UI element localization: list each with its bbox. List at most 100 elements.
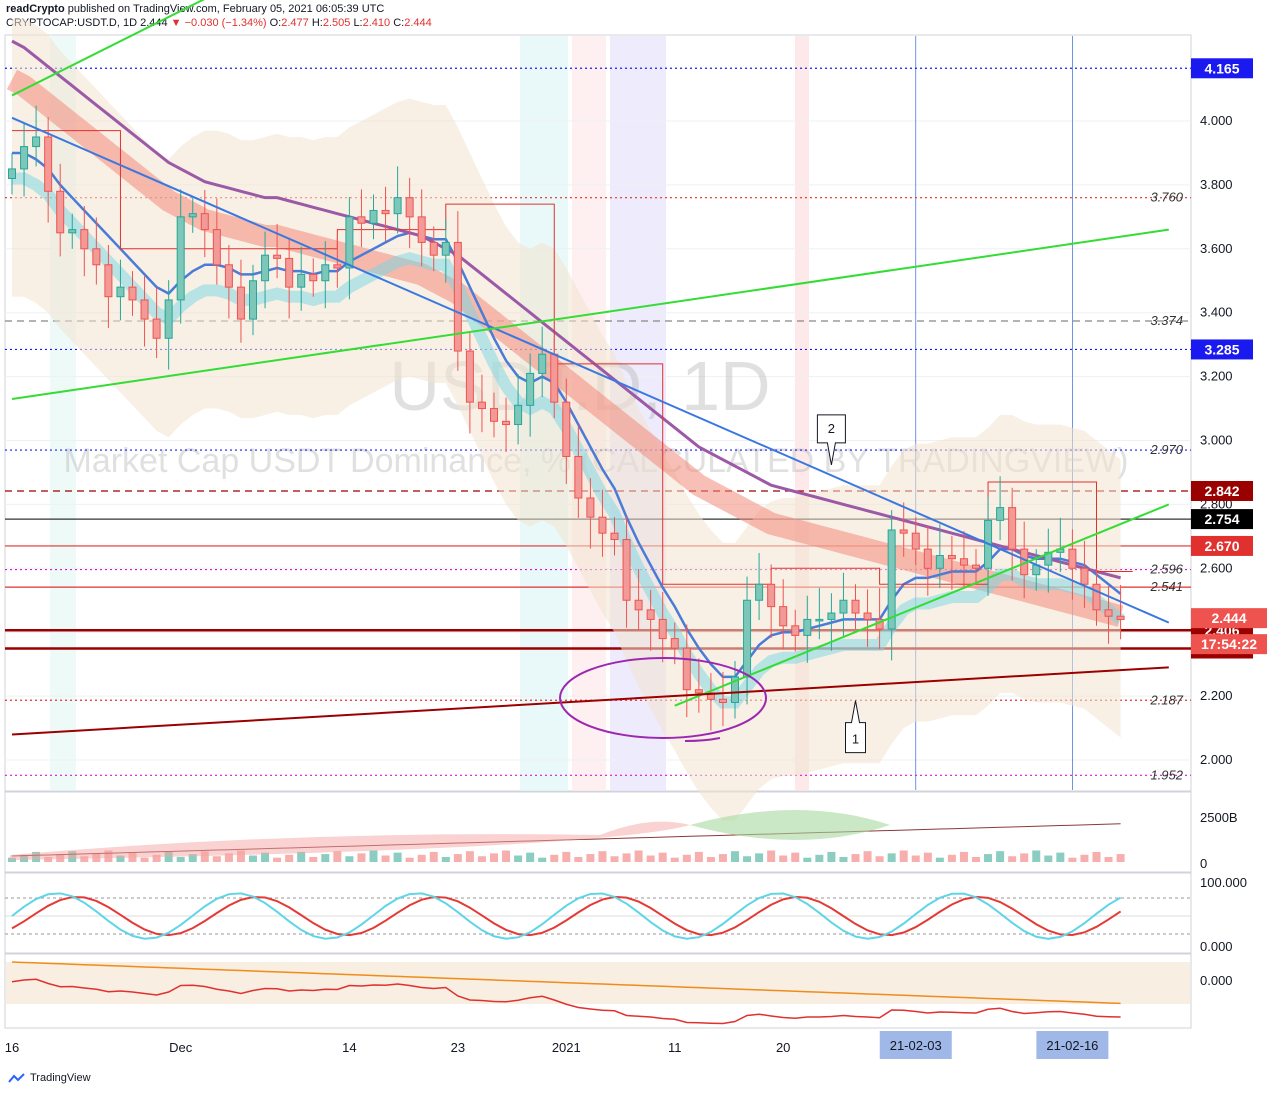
volume-bar (477, 856, 486, 862)
candle-body (718, 698, 727, 703)
candle-body (791, 625, 800, 636)
candle-body (68, 229, 77, 234)
price-tag-2.754 (1191, 509, 1253, 530)
volume-bar (682, 854, 691, 862)
candle-body (1092, 583, 1101, 611)
volume-bar (839, 856, 848, 862)
publisher-name[interactable]: readCrypto (6, 3, 65, 15)
level-label: 2.541 (1149, 579, 1183, 594)
callout-label: 2 (828, 421, 835, 436)
candle-body (526, 372, 535, 406)
volume-bar (959, 851, 968, 862)
osc-main-line (11, 892, 1122, 940)
published-text: published on TradingView.com, February 0… (67, 3, 385, 15)
volume-bar (441, 856, 450, 862)
high-value: 2.505 (322, 17, 351, 29)
volume-bar (935, 857, 944, 862)
candle-body (236, 286, 245, 320)
close-value: 2.444 (404, 17, 432, 29)
volume-bar (731, 851, 739, 862)
candle-body (369, 209, 378, 224)
volume-bar (212, 856, 221, 862)
level-label: 3.374 (1150, 313, 1183, 328)
volume-bar (236, 850, 245, 862)
publisher-line: readCrypto published on TradingView.com,… (6, 3, 384, 16)
candle-body (152, 318, 161, 339)
candle-body (1080, 567, 1089, 585)
x-tick-label: 14 (342, 1040, 356, 1055)
volume-bar (357, 853, 366, 862)
volume-bar (875, 856, 884, 862)
y-tick-label: 2.600 (1200, 560, 1233, 575)
candle-body (8, 168, 16, 180)
volume-bar (827, 851, 836, 862)
volume-bar (815, 854, 824, 862)
candle-body (200, 213, 209, 231)
x-tick-label: 20 (776, 1040, 790, 1055)
volume-bar (417, 854, 426, 862)
candle-body (164, 299, 173, 339)
candle-body (996, 507, 1005, 521)
date-tag (1036, 1031, 1109, 1059)
support-zone-circle (559, 657, 767, 739)
current-price-text: 17:54:22 (1201, 636, 1257, 652)
candle-body (477, 401, 486, 410)
candle-body (755, 583, 764, 601)
tradingview-logo-icon (8, 1073, 25, 1083)
candle-body (598, 516, 607, 534)
candle-body (586, 497, 595, 518)
trendline-darkred-support (11, 666, 1169, 736)
volume-bar (851, 854, 860, 862)
callout-bubble (845, 700, 866, 754)
volume-bar (755, 853, 764, 862)
candle-body (731, 676, 739, 703)
candle-body (92, 248, 101, 266)
open-value: 2.477 (281, 17, 309, 29)
candle-body (610, 532, 619, 541)
volume-bar (550, 854, 559, 862)
y-tick-label: 3.200 (1200, 369, 1233, 384)
volume-bar (863, 851, 872, 862)
volume-bar (285, 854, 294, 862)
candle-body (128, 286, 137, 301)
candle-body (1116, 615, 1125, 620)
current-price-tag (1191, 608, 1267, 629)
candle-body (694, 689, 703, 694)
volume-bar (646, 855, 655, 862)
candle-body (140, 299, 149, 320)
volume-bar (1056, 852, 1065, 862)
y-tick-label: 3.600 (1200, 241, 1233, 256)
footer: TradingView (8, 1072, 91, 1084)
price-change: ▼ −0.030 (−1.34%) (170, 17, 267, 29)
candle-body (20, 146, 29, 170)
y-tick-label: 3.800 (1200, 177, 1233, 192)
trendline-blue-downtrend (11, 116, 1170, 624)
candle-body (935, 555, 944, 569)
volume-bar (586, 854, 595, 862)
candle-body (646, 609, 655, 620)
candle-body (815, 618, 824, 622)
volume-bar (670, 857, 679, 862)
candle-body (188, 213, 197, 218)
symbol-label[interactable]: CRYPTOCAP:USDT.D, 1D (6, 17, 138, 29)
volume-bar (140, 857, 149, 862)
volume-bar (176, 856, 185, 862)
candle-body (1008, 507, 1017, 550)
volume-bar (1092, 851, 1101, 862)
candle-body (538, 353, 547, 374)
candle-body (44, 136, 53, 192)
volume-bar (598, 851, 607, 862)
volume-bar (273, 857, 282, 862)
osc-signal-line (11, 895, 1122, 937)
ohlc-line: CRYPTOCAP:USDT.D, 1D 2.444 ▼ −0.030 (−1.… (6, 17, 432, 30)
support-zone-tail (684, 737, 721, 742)
ma-slow-line (11, 39, 1121, 580)
y-tick-label: 2.200 (1200, 688, 1233, 703)
volume-bar (923, 852, 932, 862)
candle-body (803, 618, 812, 636)
volume-bar (972, 856, 980, 862)
price-tag-2.670 (1191, 535, 1253, 556)
candle-body (273, 254, 282, 259)
candle-body (429, 241, 438, 256)
